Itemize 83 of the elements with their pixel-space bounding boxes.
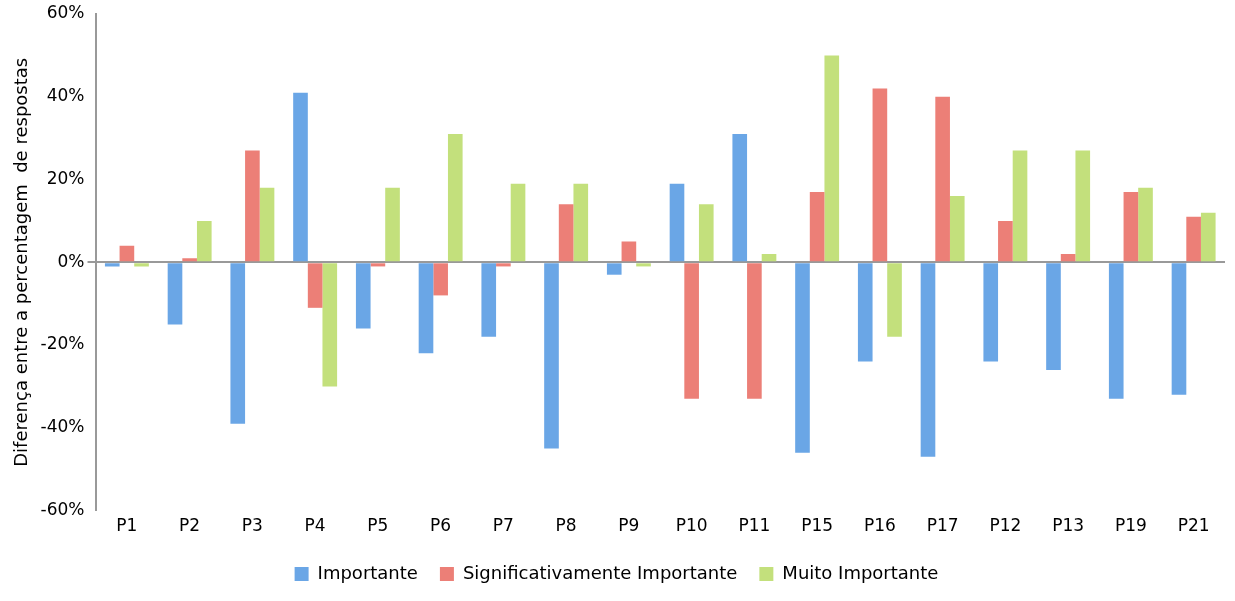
bar [418,263,434,354]
bar [761,254,777,262]
x-tick-label: P16 [863,515,896,536]
bar [1046,263,1061,370]
x-tick-label: P12 [989,515,1022,536]
y-tick-label: -40% [40,416,85,437]
x-tick-label: P10 [675,515,708,536]
bar [1108,263,1124,399]
bar [558,204,574,262]
bar [809,191,825,262]
bar [747,263,762,399]
x-tick-label: P11 [738,515,771,536]
bar [307,263,323,308]
bar [182,258,197,262]
bar [481,263,497,337]
bar [824,55,840,262]
bar [1138,187,1153,262]
bar [920,263,936,457]
bar [998,220,1013,262]
bar [636,263,651,267]
x-tick-label: P3 [241,515,263,536]
bar [887,263,902,337]
bar [167,263,183,325]
bar [983,263,999,362]
y-axis-title: Diferença entre a percentagem de respostas [10,57,32,467]
bar [573,183,589,262]
bar [104,263,120,267]
bar [1171,263,1187,395]
bar [1075,150,1091,262]
bar [259,187,275,262]
bar [230,263,246,424]
bar [872,88,888,262]
bar [795,263,810,453]
bar [606,263,622,275]
bar [355,263,371,329]
y-tick-label: 20% [46,167,85,188]
bar [1123,191,1139,262]
x-tick-label: P4 [304,515,326,536]
y-tick-label: 60% [46,2,85,23]
y-tick-label: 0% [57,250,85,271]
bar [134,263,149,267]
bar [385,187,400,262]
x-tick-label: P2 [179,515,201,536]
bar [857,263,873,362]
x-tick-label: P17 [926,515,959,536]
x-tick-label: P15 [801,515,834,536]
x-tick-label: P6 [430,515,452,536]
bar [1012,150,1028,262]
legend-label: Muito Importante [782,561,939,583]
bar [245,150,260,262]
bar [544,263,559,449]
x-tick-label: P7 [492,515,514,536]
bar [1060,254,1076,262]
bar [1200,212,1216,262]
bar [1186,216,1201,262]
x-tick-label: P13 [1052,515,1085,536]
bar [322,263,338,387]
bar [510,183,526,262]
x-tick-label: P19 [1114,515,1147,536]
bar [119,245,135,262]
x-tick-label: P8 [555,515,577,536]
bar [732,134,748,262]
bar [196,220,212,262]
bar [949,196,965,262]
bar [669,183,685,262]
bar [370,263,386,267]
bar [433,263,448,296]
bar [496,263,511,267]
x-tick-label: P5 [367,515,389,536]
x-tick-label: P9 [618,515,640,536]
legend-label: Significativamente Importante [462,561,738,583]
bar [447,134,463,262]
legend-label: Importante [317,561,418,583]
bar [698,204,714,262]
x-tick-label: P21 [1177,515,1210,536]
bar [684,263,699,399]
bar [935,96,950,262]
bar [293,92,308,262]
y-tick-label: -60% [40,499,85,520]
y-tick-label: -20% [40,333,85,354]
x-tick-label: P1 [116,515,138,536]
bar [621,241,637,262]
y-tick-label: 40% [46,85,85,106]
